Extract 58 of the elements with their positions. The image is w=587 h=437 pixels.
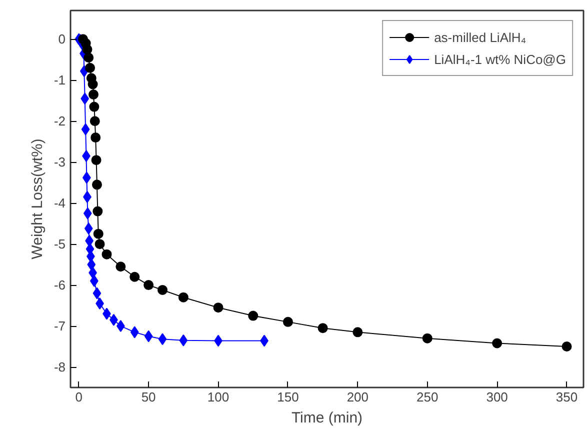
x-tick-label: 0: [75, 390, 82, 404]
point: [90, 132, 101, 143]
point: [158, 284, 168, 295]
x-tick-label: 100: [207, 390, 230, 404]
point: [178, 292, 188, 302]
point: [92, 180, 102, 190]
point: [85, 62, 96, 73]
y-tick-label: -8: [54, 360, 66, 375]
x-tick-label: 50: [141, 390, 156, 404]
y-tick-label: -1: [54, 72, 66, 88]
point: [89, 102, 100, 112]
point: [93, 228, 104, 239]
point: [130, 326, 139, 338]
point: [81, 123, 90, 136]
point: [87, 258, 96, 271]
point: [84, 52, 94, 63]
point: [88, 90, 98, 100]
y-tick-label: 0: [58, 32, 66, 47]
point: [144, 330, 153, 342]
point: [282, 316, 293, 327]
point: [94, 239, 105, 250]
point: [84, 222, 93, 235]
legend-label: as-milled LiAlH₄: [434, 30, 526, 44]
point: [116, 262, 126, 272]
point: [88, 79, 98, 90]
x-tick-label: 150: [277, 390, 299, 404]
y-tick-label: -3: [54, 154, 66, 170]
point: [144, 280, 154, 290]
y-tick-label: -6: [54, 278, 66, 293]
point: [102, 249, 112, 260]
y-tick-label: -4: [54, 196, 66, 211]
point: [130, 272, 140, 282]
point: [318, 323, 328, 334]
point: [562, 342, 572, 352]
point: [90, 116, 100, 126]
x-tick-label: 200: [346, 390, 369, 404]
point: [248, 310, 258, 321]
point: [422, 333, 432, 344]
point: [92, 287, 102, 300]
y-tick-label: -2: [54, 114, 66, 129]
point: [91, 155, 102, 166]
x-tick-label: 250: [416, 390, 438, 404]
x-tick-label: 300: [486, 390, 508, 404]
point: [179, 334, 188, 346]
point: [213, 302, 224, 313]
legend-label: LiAlH₄-1 wt% NiCo@G: [434, 52, 566, 66]
y-axis-title: Weight Loss(wt%): [28, 138, 46, 260]
point: [158, 333, 167, 346]
point: [82, 44, 92, 54]
y-tick-label: -5: [54, 236, 66, 252]
point: [83, 207, 92, 220]
point: [80, 92, 90, 105]
y-tick-label: -7: [54, 318, 66, 334]
x-tick-label: 350: [556, 390, 578, 404]
point: [92, 206, 103, 216]
point: [352, 327, 363, 338]
point: [492, 338, 502, 348]
x-axis-title: Time (min): [291, 410, 363, 426]
